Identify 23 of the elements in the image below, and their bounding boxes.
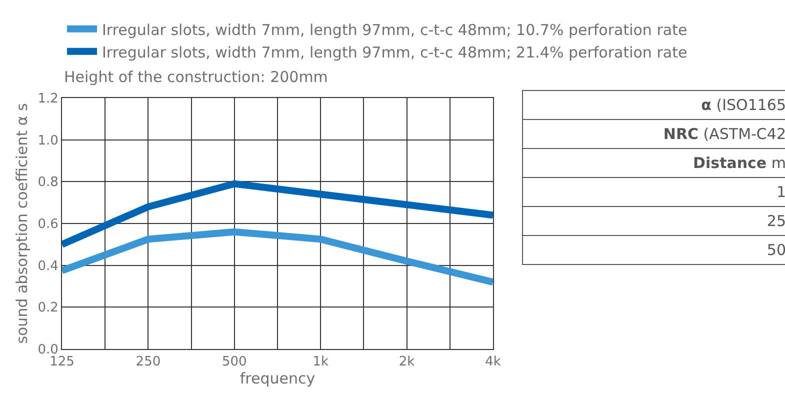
text: α (ISO1165: [701, 96, 785, 114]
text: NRC (ASTM-C42: [663, 125, 785, 143]
text: Distance m: [693, 154, 785, 172]
y-tick-label: 1.2: [38, 92, 58, 107]
x-tick-label: 250: [136, 354, 161, 370]
y-axis-title: sound absorption coefficient α s: [12, 103, 31, 344]
y-tick-label: 0.4: [38, 258, 58, 274]
text: Height of the construction: 200mm: [64, 68, 328, 86]
y-tick-label: 0.8: [38, 175, 58, 190]
y-tick-label: 0.6: [38, 217, 58, 232]
text: 1: [523, 178, 785, 207]
y-tick-label: 1.0: [38, 133, 58, 148]
x-tick-label: 2k: [398, 354, 416, 370]
text: 50: [766, 240, 785, 261]
text: 25: [523, 207, 785, 236]
x-tick-label: 4k: [485, 354, 502, 370]
x-tick-label: 500: [222, 354, 247, 370]
x-axis-title: frequency: [240, 370, 316, 388]
x-tick-label: 125: [50, 354, 74, 370]
legend-label: Irregular slots, width 7mm, length 97mm, c-t-c 48mm; 21.4% perforation rate: [102, 43, 688, 62]
legend-label: Irregular slots, width 7mm, length 97mm, c-t-c 48mm; 10.7% perforation rate: [102, 20, 688, 39]
x-tick-label: 1k: [312, 354, 329, 370]
y-tick-label: 0.2: [38, 300, 58, 316]
